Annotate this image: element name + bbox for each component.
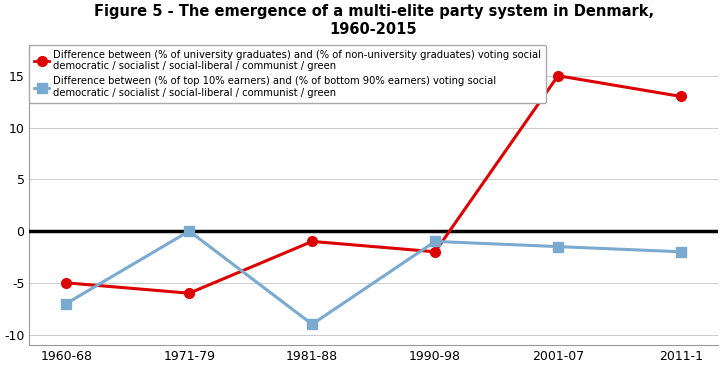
Title: Figure 5 - The emergence of a multi-elite party system in Denmark,
1960-2015: Figure 5 - The emergence of a multi-elit…: [94, 4, 653, 37]
Legend: Difference between (% of university graduates) and (% of non-university graduate: Difference between (% of university grad…: [30, 45, 547, 103]
